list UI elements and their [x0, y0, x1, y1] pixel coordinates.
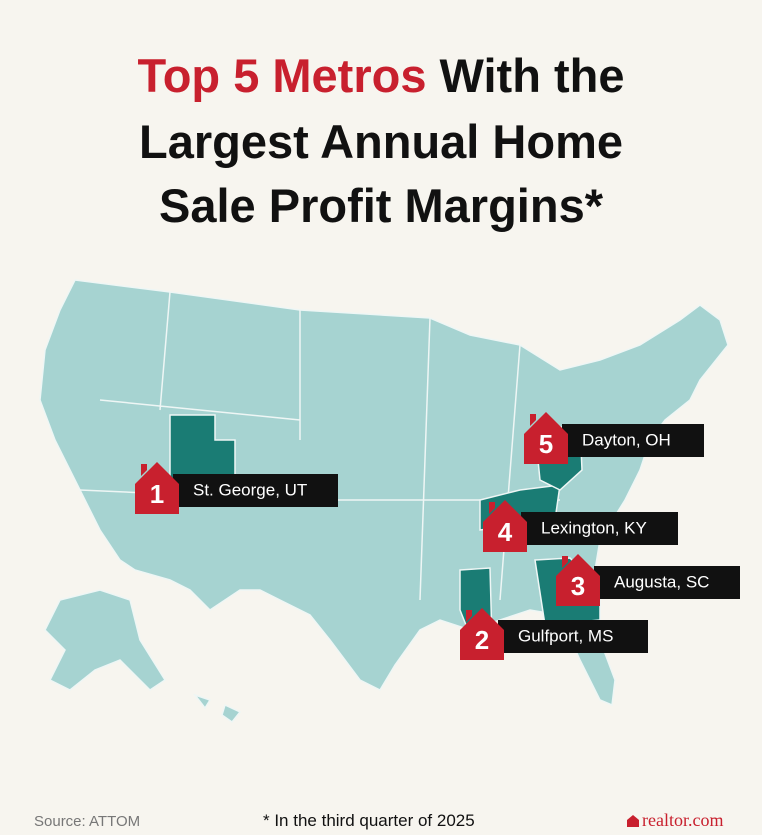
house-marker	[556, 554, 600, 606]
rank-number: 5	[539, 429, 553, 459]
metro-label: Lexington, KY	[541, 518, 647, 537]
title-rest: With the	[440, 49, 625, 102]
rank-number: 1	[150, 479, 164, 509]
rank-number: 2	[475, 625, 489, 655]
house-marker	[460, 608, 504, 660]
label-box	[594, 566, 740, 599]
label-box	[562, 424, 704, 457]
title-line: Largest Annual Home	[139, 115, 623, 168]
rank-number: 3	[571, 571, 585, 601]
metro-label: St. George, UT	[193, 480, 307, 499]
metro-label: Gulfport, MS	[518, 626, 613, 645]
label-box	[521, 512, 678, 545]
footnote: * In the third quarter of 2025	[263, 811, 475, 830]
source: Source: ATTOM	[34, 813, 140, 830]
rank-number: 4	[498, 517, 513, 547]
hawaii	[192, 693, 242, 724]
logo: realtor.com	[642, 810, 723, 830]
label-box	[498, 620, 648, 653]
metro-label: Dayton, OH	[582, 430, 671, 449]
label-box	[173, 474, 338, 507]
title-line: Top 5 Metros With the	[138, 49, 625, 102]
house-marker	[524, 412, 568, 464]
title-line: Sale Profit Margins*	[159, 179, 604, 232]
markers: 1 St. George, UT 2 Gulfport, MS 3 Augusta, SC…	[135, 412, 740, 660]
alaska	[44, 589, 167, 691]
logo-icon	[627, 815, 639, 827]
metro-label: Augusta, SC	[614, 572, 709, 591]
house-marker	[135, 462, 179, 514]
title-highlight: Top 5 Metros	[138, 49, 427, 102]
house-marker	[483, 500, 527, 552]
state-borders	[79, 291, 560, 601]
